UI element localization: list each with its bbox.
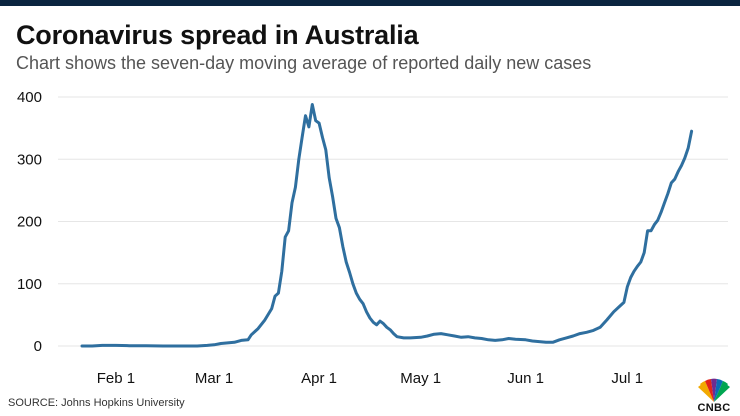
x-tick-label: Jun 1 — [507, 370, 544, 387]
x-tick-label: Jul 1 — [611, 370, 643, 387]
chart-subtitle: Chart shows the seven-day moving average… — [16, 53, 592, 73]
x-tick-label: Apr 1 — [301, 370, 337, 387]
y-tick-label: 0 — [34, 338, 42, 355]
series-group — [80, 103, 694, 348]
top-bar — [0, 0, 740, 6]
y-tick-label: 400 — [17, 89, 42, 106]
x-tick-label: May 1 — [400, 370, 441, 387]
series-line-0 — [80, 103, 694, 348]
cnbc-logo: CNBC — [690, 378, 738, 414]
y-tick-label: 200 — [17, 214, 42, 231]
y-tick-label: 100 — [17, 276, 42, 293]
gridlines — [58, 96, 728, 347]
nbc-peacock-icon — [698, 378, 730, 402]
x-tick-label: Mar 1 — [195, 370, 233, 387]
logo-text: CNBC — [697, 402, 731, 414]
x-axis: Feb 1 Mar 1 Apr 1 May 1 Jun 1 Jul 1 — [97, 370, 643, 387]
x-tick-label: Feb 1 — [97, 370, 135, 387]
chart-title: Coronavirus spread in Australia — [16, 20, 419, 50]
y-tick-label: 300 — [17, 151, 42, 168]
y-axis: 0 100 200 300 400 — [17, 89, 42, 355]
source-note: SOURCE: Johns Hopkins University — [8, 397, 185, 409]
